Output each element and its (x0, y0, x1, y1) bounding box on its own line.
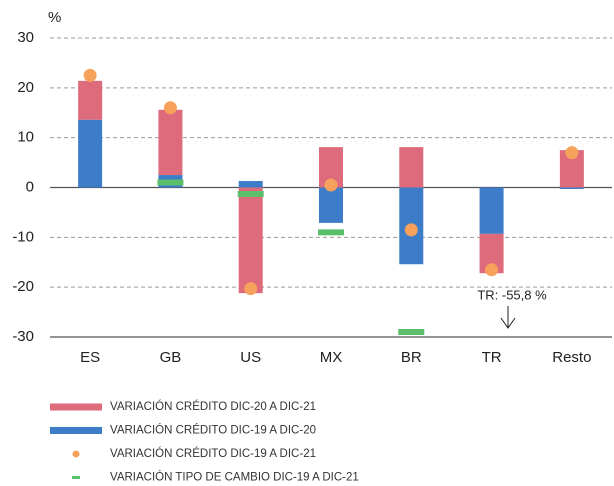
y-tick-label: 20 (17, 79, 34, 96)
bar (479, 187, 504, 234)
y-unit: % (48, 9, 61, 26)
x-tick-label: MX (320, 349, 343, 366)
bar (78, 80, 103, 120)
fx-dash (157, 179, 184, 186)
bar (238, 187, 263, 294)
y-tick-label: -10 (12, 228, 34, 245)
x-tick-label: TR (482, 349, 502, 366)
y-tick-label: 30 (17, 29, 34, 46)
x-tick-label: ES (80, 349, 100, 366)
x-tick-label: Resto (552, 349, 591, 366)
plot-area (78, 68, 584, 469)
fx-dash (318, 229, 344, 236)
bar (78, 119, 103, 188)
y-tick-label: -20 (12, 278, 34, 295)
annotation-arrow (500, 306, 516, 329)
annotation: TR: -55,8 % (477, 287, 547, 302)
dot (244, 282, 258, 296)
bar (238, 181, 263, 188)
fx-dash (398, 329, 425, 336)
x-tick-label: GB (160, 349, 182, 366)
legend-swatch (50, 427, 102, 434)
bar (319, 187, 343, 223)
bar (559, 187, 584, 189)
y-tick-label: -30 (12, 328, 34, 345)
legend-label: VARIACIÓN CRÉDITO DIC-20 A DIC-21 (110, 400, 316, 413)
dot (485, 263, 499, 277)
legend-label: VARIACIÓN CRÉDITO DIC-19 A DIC-21 (110, 447, 316, 460)
bar (399, 147, 424, 188)
fx-dash (237, 190, 264, 197)
legend-swatch (72, 476, 80, 479)
y-tick-label: 0 (26, 178, 34, 195)
dot (163, 101, 177, 115)
dot (83, 68, 97, 82)
legend-swatch (72, 450, 80, 458)
dot (324, 178, 338, 192)
dot (565, 146, 579, 160)
legend-label: VARIACIÓN CRÉDITO DIC-19 A DIC-20 (110, 424, 316, 437)
x-tick-label: BR (401, 349, 422, 366)
fx-dash (479, 463, 505, 469)
y-tick-label: 10 (17, 129, 34, 146)
dot (404, 223, 418, 237)
x-tick-label: US (240, 349, 261, 366)
bar (158, 109, 183, 176)
legend-swatch (50, 403, 102, 411)
legend-label: VARIACIÓN TIPO DE CAMBIO DIC-19 A DIC-21 (110, 471, 359, 484)
